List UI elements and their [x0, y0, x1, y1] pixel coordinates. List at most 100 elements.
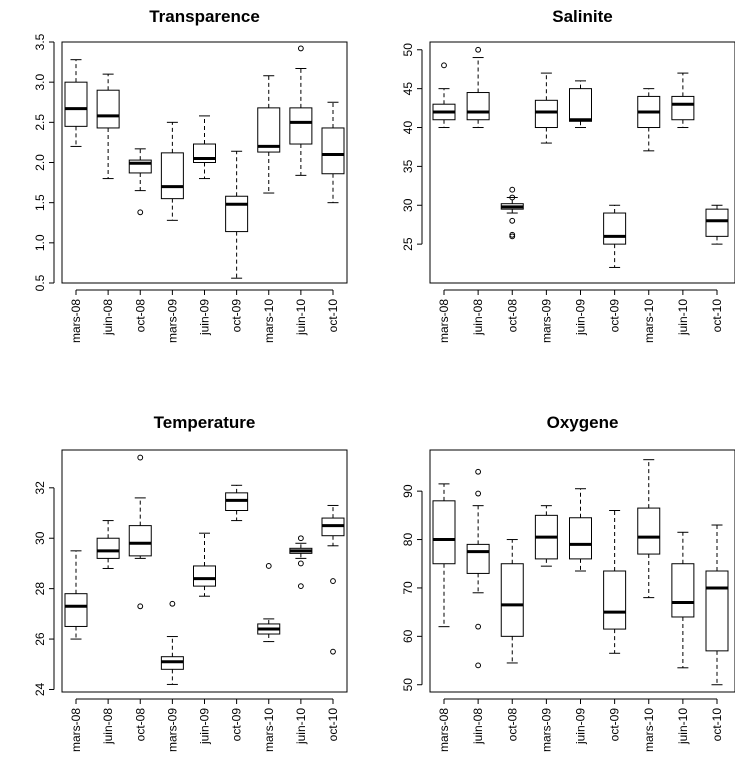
outlier-point — [475, 46, 482, 53]
box-oct-08 — [500, 186, 524, 240]
x-tick-label: mars-09 — [165, 299, 179, 343]
panel-salinite: Salinite 25 30 35 40 45 50 mars-08 juin-08 oct-08… — [401, 7, 735, 343]
x-tick-label: juin-08 — [101, 299, 115, 336]
box-mars-08 — [64, 550, 88, 640]
x-tick-label: juin-10 — [294, 299, 308, 336]
outlier-point — [475, 623, 482, 630]
iqr-box — [569, 517, 592, 560]
box-juin-09 — [193, 115, 216, 180]
iqr-box — [534, 99, 558, 129]
y-tick-label: 80 — [401, 533, 415, 547]
x-tick-label: oct-09 — [608, 708, 622, 742]
y-tick-label: 35 — [401, 159, 415, 173]
x-tick-label: oct-10 — [710, 708, 724, 742]
outlier-point — [297, 45, 304, 52]
box-oct-08 — [128, 454, 152, 610]
iqr-box — [321, 127, 345, 175]
iqr-box — [671, 95, 695, 121]
box-mars-09 — [534, 505, 558, 567]
box-juin-09 — [193, 532, 216, 597]
outlier-point — [265, 563, 272, 569]
outlier-point — [330, 648, 336, 655]
box-juin-08 — [466, 46, 490, 129]
y-tick-label: 2.5 — [33, 114, 47, 131]
x-tick-label: juin-08 — [101, 708, 115, 745]
x-tick-label: juin-08 — [471, 708, 485, 745]
chart-title: Transparence — [149, 7, 260, 26]
x-tick-label: mars-10 — [642, 299, 656, 343]
x-tick-label: juin-09 — [198, 299, 212, 336]
box-juin-10 — [671, 72, 695, 129]
x-tick-label: oct-10 — [326, 299, 340, 333]
iqr-box — [569, 88, 592, 122]
box-oct-08 — [500, 539, 524, 664]
x-tick-label: oct-09 — [230, 708, 244, 742]
x-tick-label: mars-09 — [539, 299, 553, 343]
outlier-point — [330, 578, 336, 584]
box-juin-10 — [671, 531, 695, 669]
outlier-point — [137, 454, 144, 461]
x-tick-label: oct-08 — [505, 299, 519, 333]
panel-oxygene: Oxygene 50 60 70 80 90 mars-08 juin-08 oct-08 mar… — [401, 413, 735, 752]
box-mars-10 — [637, 88, 661, 152]
box-oct-10 — [321, 101, 345, 204]
y-tick-label: 30 — [401, 198, 415, 212]
box-juin-10 — [289, 535, 313, 590]
x-tick-label: mars-09 — [165, 708, 179, 752]
outlier-point — [509, 231, 516, 238]
box-mars-09 — [534, 72, 558, 144]
iqr-box — [225, 195, 249, 233]
x-tick-label: juin-09 — [574, 299, 588, 336]
x-tick-label: mars-08 — [69, 708, 83, 752]
y-tick-label: 1.0 — [33, 234, 47, 251]
box-oct-10 — [321, 504, 345, 655]
box-oct-08 — [128, 148, 152, 216]
iqr-box — [637, 507, 661, 555]
box-oct-09 — [603, 510, 627, 654]
x-tick-label: juin-10 — [676, 299, 690, 336]
box-oct-10 — [705, 524, 729, 686]
box-mars-10 — [257, 563, 281, 643]
outlier-point — [475, 662, 482, 669]
x-tick-label: juin-08 — [471, 299, 485, 336]
plot-frame — [61, 41, 348, 284]
x-tick-label: juin-10 — [676, 708, 690, 745]
x-tick-label: juin-09 — [574, 708, 588, 745]
iqr-box — [603, 212, 627, 245]
outlier-point — [509, 186, 516, 193]
box-juin-09 — [569, 80, 592, 129]
x-tick-label: oct-09 — [230, 299, 244, 333]
y-tick-label: 40 — [401, 121, 415, 135]
y-tick-label: 50 — [401, 43, 415, 57]
outlier-point — [509, 194, 516, 201]
outlier-point — [475, 490, 482, 497]
x-tick-label: mars-10 — [642, 708, 656, 752]
plot-frame — [61, 449, 348, 693]
y-tick-label: 2.0 — [33, 154, 47, 171]
iqr-box — [64, 81, 88, 127]
iqr-box — [705, 208, 729, 237]
y-tick-label: 24 — [33, 682, 47, 696]
box-oct-09 — [225, 150, 249, 279]
box-juin-08 — [96, 520, 120, 569]
y-tick-label: 1.5 — [33, 194, 47, 211]
panel-temperature: Temperature 24 26 28 30 32 mars-08 juin-08 oct-0… — [33, 413, 348, 752]
box-juin-08 — [466, 468, 490, 669]
outlier-point — [441, 62, 447, 69]
y-tick-label: 45 — [401, 82, 415, 96]
plot-frame — [429, 41, 735, 284]
outlier-point — [169, 600, 176, 607]
box-mars-10 — [257, 75, 281, 194]
y-tick-label: 3.5 — [33, 33, 47, 50]
box-juin-10 — [289, 45, 313, 176]
iqr-box — [257, 107, 281, 153]
box-mars-08 — [432, 483, 456, 628]
x-tick-label: oct-08 — [505, 708, 519, 742]
box-mars-09 — [160, 121, 184, 221]
x-tick-label: oct-08 — [133, 708, 147, 742]
y-tick-label: 32 — [33, 481, 47, 495]
y-tick-label: 28 — [33, 582, 47, 596]
x-tick-label: mars-08 — [69, 299, 83, 343]
box-oct-10 — [705, 204, 729, 245]
iqr-box — [96, 89, 120, 129]
